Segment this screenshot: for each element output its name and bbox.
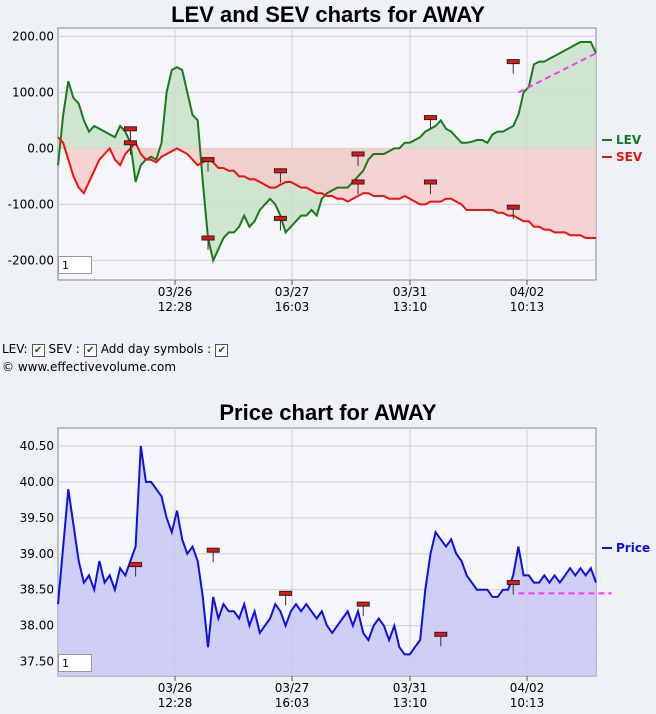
day-symbol-marker bbox=[201, 235, 215, 241]
day-symbol-marker bbox=[351, 179, 365, 185]
day-symbol-marker bbox=[123, 140, 137, 146]
copyright-link[interactable]: © www.effectivevolume.com bbox=[2, 360, 177, 374]
day-symbol-marker bbox=[434, 631, 448, 637]
price-chart-title: Price chart for AWAY bbox=[219, 400, 437, 425]
x-tick-label: 04/02 bbox=[510, 681, 545, 695]
legend-label-lev: LEV bbox=[616, 133, 642, 147]
x-tick-label: 12:28 bbox=[158, 300, 193, 314]
price-zoom-input[interactable]: 1 bbox=[58, 654, 92, 672]
x-tick-label: 03/31 bbox=[393, 681, 428, 695]
day-symbol-marker bbox=[279, 590, 293, 596]
y-tick-label: 37.50 bbox=[20, 655, 54, 669]
y-tick-label: 39.00 bbox=[20, 547, 54, 561]
x-tick-label: 10:13 bbox=[510, 696, 545, 710]
lev-sev-chart-title: LEV and SEV charts for AWAY bbox=[171, 2, 485, 27]
y-tick-label: 40.00 bbox=[20, 475, 54, 489]
y-tick-label: 200.00 bbox=[12, 29, 54, 43]
series-toggle-controls: LEV: ✔ SEV : ✔ Add day symbols : ✔ bbox=[2, 342, 232, 357]
lev-toggle-label: LEV: bbox=[2, 342, 28, 356]
lev-sev-zoom-input[interactable]: 1 bbox=[58, 256, 92, 274]
y-tick-label: 100.00 bbox=[12, 85, 54, 99]
price-line bbox=[57, 445, 597, 656]
day-symbols-toggle-label: Add day symbols : bbox=[100, 342, 212, 356]
sev-area bbox=[58, 137, 596, 238]
lev-sev-chart: 200.00 100.00 0.00 -100.00 -200.00 03/2612:28… bbox=[8, 27, 643, 314]
x-tick-label: 16:03 bbox=[275, 300, 310, 314]
sev-toggle-label: SEV : bbox=[48, 342, 80, 356]
day-symbol-marker bbox=[506, 59, 520, 65]
day-symbol-marker bbox=[206, 547, 220, 553]
day-symbol-marker bbox=[356, 601, 370, 607]
day-symbol-marker bbox=[351, 151, 365, 157]
x-tick-label: 12:28 bbox=[158, 696, 193, 710]
day-symbol-marker bbox=[123, 126, 137, 132]
trend-dashed-line bbox=[517, 52, 597, 94]
x-tick-label: 04/02 bbox=[510, 285, 545, 299]
day-symbol-marker bbox=[506, 204, 520, 210]
y-tick-label: 40.50 bbox=[20, 439, 54, 453]
x-tick-label: 10:13 bbox=[510, 300, 545, 314]
x-tick-label: 03/26 bbox=[158, 681, 193, 695]
x-tick-label: 03/27 bbox=[275, 285, 310, 299]
x-tick-label: 16:03 bbox=[275, 696, 310, 710]
sev-toggle-checkbox[interactable]: ✔ bbox=[83, 343, 97, 357]
day-symbols-toggle-checkbox[interactable]: ✔ bbox=[215, 343, 229, 357]
day-symbol-marker bbox=[201, 157, 215, 163]
legend-label-sev: SEV bbox=[616, 150, 643, 164]
price-area bbox=[58, 446, 596, 676]
y-tick-label: 0.00 bbox=[27, 141, 54, 155]
y-tick-label: 39.50 bbox=[20, 511, 54, 525]
day-symbol-marker bbox=[129, 562, 143, 568]
y-tick-label: -200.00 bbox=[8, 253, 54, 267]
x-tick-label: 13:10 bbox=[393, 300, 428, 314]
x-tick-label: 03/26 bbox=[158, 285, 193, 299]
day-symbol-marker bbox=[423, 115, 437, 121]
day-symbol-marker bbox=[273, 168, 287, 174]
lev-toggle-checkbox[interactable]: ✔ bbox=[31, 343, 45, 357]
plot-area bbox=[57, 427, 597, 677]
y-tick-label: 38.50 bbox=[20, 583, 54, 597]
x-tick-label: 13:10 bbox=[393, 696, 428, 710]
x-tick-label: 03/27 bbox=[275, 681, 310, 695]
y-tick-label: -100.00 bbox=[8, 197, 54, 211]
x-tick-label: 03/31 bbox=[393, 285, 428, 299]
legend-label-price: Price bbox=[616, 541, 650, 555]
day-symbol-marker bbox=[423, 179, 437, 185]
sev-line bbox=[57, 136, 596, 239]
day-symbol-marker bbox=[506, 580, 520, 586]
y-tick-label: 38.00 bbox=[20, 619, 54, 633]
day-symbol-marker bbox=[273, 215, 287, 221]
